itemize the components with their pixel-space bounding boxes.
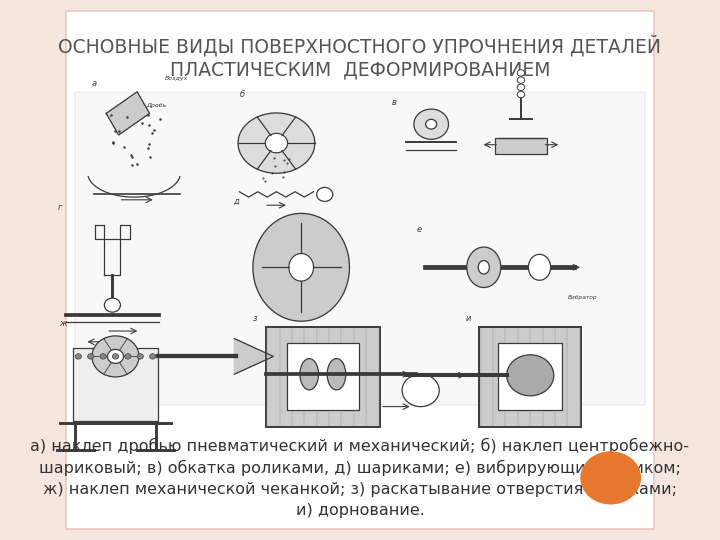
Ellipse shape (528, 254, 551, 280)
Bar (495, 138, 547, 154)
Text: Воздух: Воздух (165, 76, 189, 81)
Text: и: и (466, 314, 471, 323)
Polygon shape (234, 339, 274, 374)
Polygon shape (289, 253, 314, 281)
Circle shape (426, 119, 437, 129)
Text: з: з (253, 314, 257, 323)
Text: е: е (416, 225, 421, 234)
Text: б: б (240, 90, 245, 99)
Text: а: а (91, 79, 96, 88)
Bar (73, 348, 158, 421)
Circle shape (100, 354, 107, 359)
Circle shape (517, 77, 525, 83)
Circle shape (517, 91, 525, 98)
Text: г: г (58, 204, 62, 212)
Ellipse shape (327, 359, 346, 390)
Circle shape (581, 452, 640, 504)
FancyBboxPatch shape (66, 11, 654, 529)
Circle shape (112, 354, 119, 359)
Circle shape (76, 354, 81, 359)
Bar (480, 327, 581, 427)
Circle shape (517, 70, 525, 76)
Text: ПЛАСТИЧЕСКИМ  ДЕФОРМИРОВАНИЕМ: ПЛАСТИЧЕСКИМ ДЕФОРМИРОВАНИЕМ (170, 60, 550, 80)
Circle shape (88, 354, 94, 359)
Ellipse shape (478, 261, 490, 274)
Text: ОСНОВНЫЕ ВИДЫ ПОВЕРХНОСТНОГО УПРОЧНЕНИЯ ДЕТАЛЕЙ: ОСНОВНЫЕ ВИДЫ ПОВЕРХНОСТНОГО УПРОЧНЕНИЯ … (58, 35, 662, 57)
Bar (266, 327, 380, 427)
Text: Вибратор: Вибратор (567, 294, 597, 300)
Polygon shape (253, 213, 349, 321)
Circle shape (317, 187, 333, 201)
Polygon shape (238, 113, 315, 173)
Circle shape (104, 298, 120, 312)
Text: а) наклеп дробью пневматический и механический; б) наклеп центробежно-
шариковый: а) наклеп дробью пневматический и механи… (30, 437, 690, 518)
Circle shape (92, 336, 139, 377)
FancyBboxPatch shape (76, 92, 644, 405)
Ellipse shape (467, 247, 501, 287)
Ellipse shape (300, 359, 318, 390)
Bar (498, 343, 562, 410)
Circle shape (137, 354, 143, 359)
Text: д: д (233, 197, 239, 206)
Text: ж: ж (59, 320, 67, 328)
Circle shape (507, 355, 554, 396)
Circle shape (414, 109, 449, 139)
Circle shape (402, 374, 439, 407)
Circle shape (150, 354, 156, 359)
Polygon shape (265, 133, 287, 153)
Polygon shape (107, 92, 150, 135)
Text: Дробь: Дробь (146, 103, 167, 108)
Circle shape (107, 349, 124, 363)
Text: в: в (392, 98, 397, 107)
Bar (287, 343, 359, 410)
Circle shape (125, 354, 131, 359)
Circle shape (517, 84, 525, 91)
